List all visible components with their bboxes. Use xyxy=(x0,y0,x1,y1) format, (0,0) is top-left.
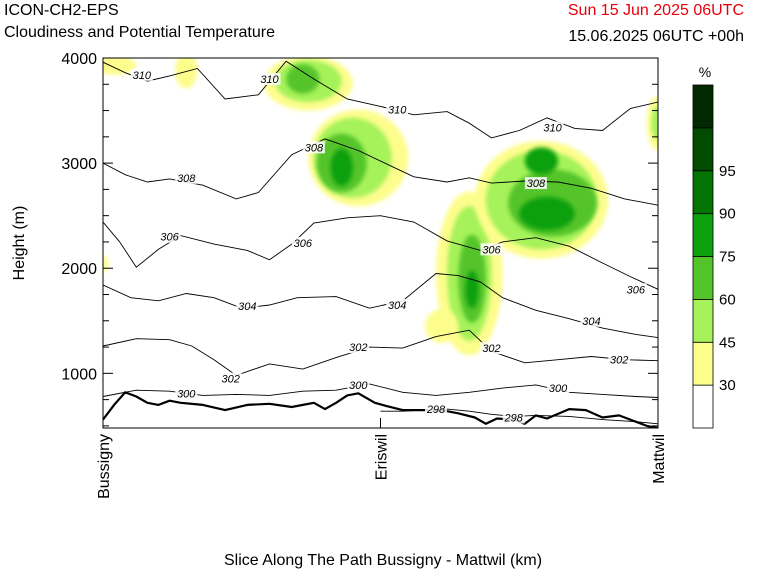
model-name: ICON-CH2-EPS xyxy=(4,2,119,19)
cloud-area-20 xyxy=(651,106,658,140)
legend-swatch-3 xyxy=(692,256,714,300)
legend-label-30: 30 xyxy=(719,377,736,394)
contour-label-18: 300 xyxy=(177,388,196,400)
contour-label-bg-13 xyxy=(580,314,603,327)
x-tick-label-2: Mattwil xyxy=(651,434,668,484)
contour-label-bg-16 xyxy=(480,342,503,355)
legend-swatch-2 xyxy=(692,298,714,343)
contour-label-bg-3 xyxy=(541,121,564,134)
terrain-line xyxy=(103,391,658,428)
cloud-area-18 xyxy=(524,147,559,175)
contour-label-5: 308 xyxy=(177,173,196,185)
contour-label-7: 306 xyxy=(160,232,179,244)
contour-label-3: 310 xyxy=(543,122,562,134)
contour-label-2: 310 xyxy=(388,105,407,117)
contour-label-bg-8 xyxy=(291,237,314,249)
contour-label-bg-1 xyxy=(258,73,281,86)
contour-304 xyxy=(103,273,658,339)
contour-label-16: 302 xyxy=(482,343,500,355)
legend-label-95: 95 xyxy=(719,163,736,180)
contour-label-12: 304 xyxy=(388,300,406,312)
contour-label-1: 310 xyxy=(260,74,279,86)
contour-label-4: 308 xyxy=(305,142,324,154)
contour-label-bg-9 xyxy=(480,243,503,256)
contour-label-17: 302 xyxy=(610,355,628,367)
x-tick-label-1: Eriswil xyxy=(374,434,391,480)
y-tick-label-3000: 3000 xyxy=(61,156,97,173)
contour-label-20: 300 xyxy=(549,383,568,395)
cloud-area-1 xyxy=(175,58,198,89)
legend-label-45: 45 xyxy=(719,334,736,351)
y-tick-label-2000: 2000 xyxy=(61,261,97,278)
legend-swatch-0 xyxy=(692,384,714,429)
x-axis: Bussigny Eriswil Mattwil xyxy=(96,418,668,499)
legend-swatch-6 xyxy=(692,127,714,172)
contour-label-0: 310 xyxy=(133,70,152,82)
run-time: Sun 15 Jun 2025 06UTC xyxy=(567,2,744,19)
contour-label-6: 308 xyxy=(527,178,546,190)
contour-label-21: 298 xyxy=(426,404,446,416)
contour-label-bg-19 xyxy=(347,378,370,391)
legend-swatch-5 xyxy=(692,170,714,215)
contour-label-22: 298 xyxy=(504,412,524,424)
cloud-area-12 xyxy=(465,270,479,309)
y-tick-label-4000: 4000 xyxy=(61,51,97,68)
valid-time: 15.06.2025 06UTC +00h xyxy=(568,28,744,45)
y-tick-label-1000: 1000 xyxy=(61,366,97,383)
legend-swatch-7 xyxy=(692,84,714,129)
contour-label-8: 306 xyxy=(294,238,313,250)
contour-label-13: 304 xyxy=(582,316,600,328)
contour-label-11: 304 xyxy=(238,301,256,313)
contour-label-bg-18 xyxy=(175,387,198,400)
contour-label-bg-7 xyxy=(158,230,181,243)
contour-label-bg-20 xyxy=(547,382,570,395)
x-axis-label: Slice Along The Path Bussigny - Mattwil … xyxy=(223,552,543,569)
legend-swatch-4 xyxy=(692,213,714,257)
x-tick-label-0: Bussigny xyxy=(96,434,113,499)
contour-300 xyxy=(103,383,658,398)
contour-label-19: 300 xyxy=(349,380,368,392)
legend: 30 45 60 75 90 95% xyxy=(692,64,736,429)
cloud-area-0 xyxy=(103,58,137,75)
contour-302 xyxy=(103,329,658,376)
contour-label-bg-6 xyxy=(524,177,547,190)
contour-label-bg-15 xyxy=(219,372,242,385)
contour-label-bg-14 xyxy=(347,341,370,354)
contour-label-bg-0 xyxy=(130,68,153,81)
contour-labels: 310 310 310 310 308 308 308 306 306 306 306 304 304 3… xyxy=(130,68,647,424)
contour-label-9: 306 xyxy=(482,244,501,256)
contour-label-bg-21 xyxy=(425,403,447,416)
chart-subtitle: Cloudiness and Potential Temperature xyxy=(4,24,275,41)
y-axis-label: Height (m) xyxy=(11,206,28,281)
y-axis: 1000 2000 3000 4000 xyxy=(61,51,658,427)
legend-label-90: 90 xyxy=(719,206,736,223)
terrain-profile xyxy=(103,391,658,428)
contour-label-bg-12 xyxy=(386,299,409,312)
contour-label-15: 302 xyxy=(221,374,239,386)
legend-unit: % xyxy=(699,64,711,80)
contour-label-10: 306 xyxy=(627,284,646,296)
contour-label-bg-17 xyxy=(608,353,631,366)
contour-label-14: 302 xyxy=(349,342,367,354)
contour-label-bg-5 xyxy=(175,171,198,184)
contour-306 xyxy=(103,215,658,290)
contour-label-bg-2 xyxy=(386,103,409,116)
cloud-area-13 xyxy=(424,309,459,343)
cloud-area-8 xyxy=(330,148,353,187)
contour-308 xyxy=(103,138,658,206)
contour-label-bg-4 xyxy=(302,141,325,154)
legend-swatch-1 xyxy=(692,341,714,386)
legend-label-60: 60 xyxy=(719,291,736,308)
contour-label-bg-11 xyxy=(236,300,259,313)
legend-label-75: 75 xyxy=(719,249,736,266)
contour-label-bg-10 xyxy=(624,283,647,296)
cloud-area-17 xyxy=(519,196,575,231)
cloud-cover-field xyxy=(103,58,658,356)
contour-label-bg-22 xyxy=(502,411,525,424)
contour-310 xyxy=(103,60,658,139)
cloud-area-4 xyxy=(286,64,320,94)
